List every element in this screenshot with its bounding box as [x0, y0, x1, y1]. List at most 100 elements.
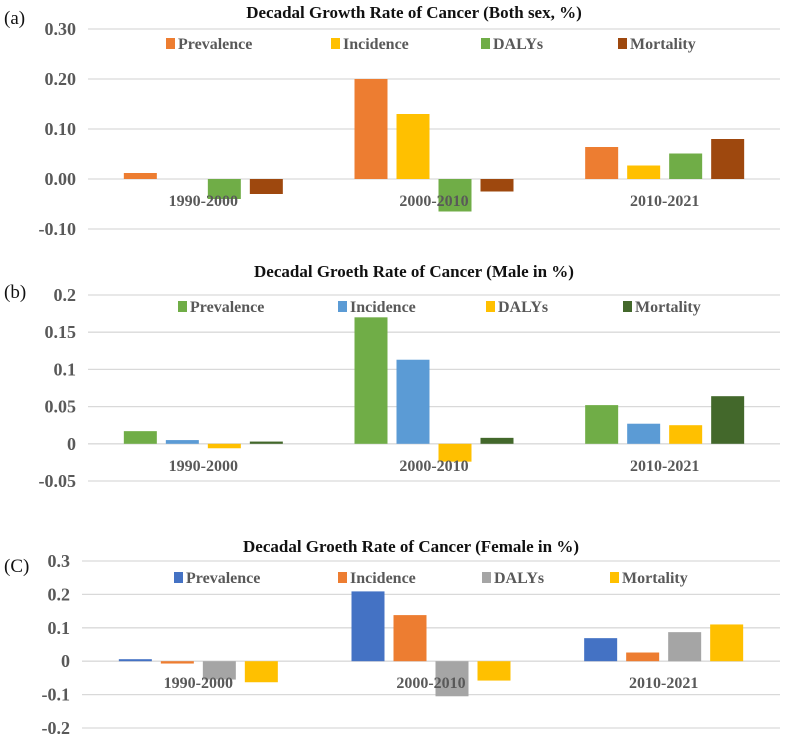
y-tick-label: -0.2	[42, 718, 71, 735]
legend-label: Mortality	[630, 36, 696, 53]
x-category-label: 1990-2000	[169, 193, 238, 210]
y-tick-label: 0.00	[45, 169, 77, 189]
x-category-label: 2000-2010	[399, 458, 468, 475]
y-tick-label: -0.05	[39, 471, 77, 491]
bar-dalys-1990-2000	[207, 179, 241, 199]
chart-panel-0: Decadal Growth Rate of Cancer (Both sex,…	[4, 3, 780, 239]
legend-swatch	[331, 38, 340, 49]
chart-title: Decadal Groeth Rate of Cancer (Female in…	[243, 537, 579, 556]
panel-label: (a)	[4, 8, 25, 29]
legend-swatch	[610, 572, 619, 583]
legend-item-incidence: Incidence	[338, 299, 416, 316]
y-tick-label: 0.3	[48, 551, 71, 571]
x-category-label: 2000-2010	[399, 193, 468, 210]
bar-prevalence-2000-2010	[351, 591, 385, 662]
legend-label: DALYs	[498, 299, 548, 316]
bar-dalys-2010-2021	[669, 153, 703, 179]
bar-mortality-2010-2021	[710, 624, 744, 662]
legend-item-mortality: Mortality	[610, 570, 688, 587]
chart-title: Decadal Groeth Rate of Cancer (Male in %…	[254, 262, 574, 281]
legend-label: Incidence	[343, 36, 409, 53]
legend-swatch	[166, 38, 175, 49]
bar-incidence-2010-2021	[627, 423, 661, 444]
chart-title: Decadal Growth Rate of Cancer (Both sex,…	[246, 3, 582, 22]
bar-prevalence-2010-2021	[585, 405, 619, 444]
legend-swatch	[486, 301, 495, 312]
panel-label: (C)	[4, 556, 29, 577]
x-category-label: 2010-2021	[629, 675, 698, 692]
bar-mortality-2010-2021	[711, 396, 745, 444]
bar-incidence-2000-2010	[393, 615, 427, 662]
legend-item-incidence: Incidence	[331, 36, 409, 53]
legend-label: Incidence	[350, 299, 416, 316]
legend-item-mortality: Mortality	[618, 36, 696, 53]
legend-swatch	[174, 572, 183, 583]
y-tick-label: 0.30	[45, 19, 77, 39]
bar-prevalence-1990-2000	[118, 659, 152, 662]
bar-dalys-2000-2010	[435, 661, 469, 697]
panel-label: (b)	[4, 282, 26, 303]
legend-swatch	[481, 38, 490, 49]
legend-swatch	[178, 301, 187, 312]
legend-swatch	[623, 301, 632, 312]
legend-swatch	[338, 572, 347, 583]
legend-label: DALYs	[493, 36, 543, 53]
legend-label: Mortality	[635, 299, 701, 316]
legend-item-mortality: Mortality	[623, 299, 701, 316]
bar-incidence-2010-2021	[626, 652, 660, 662]
x-category-label: 1990-2000	[169, 458, 238, 475]
y-tick-label: 0.20	[45, 69, 77, 89]
y-tick-label: 0.1	[48, 618, 71, 638]
legend-item-dalys: DALYs	[482, 570, 544, 587]
bar-mortality-2000-2010	[477, 661, 511, 681]
bar-dalys-2010-2021	[669, 425, 703, 444]
bar-incidence-1990-2000	[160, 661, 194, 664]
bar-mortality-1990-2000	[249, 179, 283, 194]
x-category-label: 2010-2021	[630, 193, 699, 210]
y-tick-label: 0	[67, 434, 76, 454]
legend-item-prevalence: Prevalence	[174, 570, 260, 587]
bar-prevalence-2010-2021	[585, 147, 619, 179]
bar-prevalence-2010-2021	[584, 638, 618, 662]
x-category-label: 2010-2021	[630, 458, 699, 475]
legend-label: Mortality	[622, 570, 688, 587]
legend-label: Incidence	[350, 570, 416, 587]
y-tick-label: 0.05	[45, 397, 77, 417]
y-tick-label: 0.1	[54, 359, 77, 379]
legend-swatch	[618, 38, 627, 49]
bar-mortality-1990-2000	[249, 441, 283, 444]
chart-panel-1: Decadal Groeth Rate of Cancer (Male in %…	[4, 262, 780, 491]
bar-prevalence-1990-2000	[123, 173, 157, 179]
bar-prevalence-2000-2010	[354, 79, 388, 179]
bar-incidence-2000-2010	[396, 359, 430, 444]
y-tick-label: 0.2	[54, 285, 77, 305]
legend-label: Prevalence	[190, 299, 264, 316]
chart-panel-2: Decadal Groeth Rate of Cancer (Female in…	[4, 537, 780, 735]
y-tick-label: 0.15	[45, 322, 77, 342]
bar-mortality-2000-2010	[480, 437, 514, 444]
bar-dalys-1990-2000	[207, 443, 241, 449]
x-category-label: 2000-2010	[396, 675, 465, 692]
legend-item-dalys: DALYs	[481, 36, 543, 53]
legend-label: DALYs	[494, 570, 544, 587]
bar-prevalence-2000-2010	[354, 317, 388, 444]
legend-swatch	[482, 572, 491, 583]
legend-label: Prevalence	[186, 570, 260, 587]
y-tick-label: 0.2	[48, 584, 71, 604]
bar-dalys-2010-2021	[668, 632, 702, 662]
bar-prevalence-1990-2000	[123, 431, 157, 444]
legend-item-prevalence: Prevalence	[166, 36, 252, 53]
y-tick-label: -0.1	[42, 685, 71, 705]
y-tick-label: -0.10	[39, 219, 77, 239]
bar-dalys-1990-2000	[202, 661, 236, 680]
bar-mortality-2010-2021	[711, 139, 745, 179]
bar-dalys-2000-2010	[438, 443, 472, 462]
y-tick-label: 0.10	[45, 119, 77, 139]
bar-dalys-2000-2010	[438, 179, 472, 212]
x-category-label: 1990-2000	[164, 675, 233, 692]
legend-item-prevalence: Prevalence	[178, 299, 264, 316]
legend-label: Prevalence	[178, 36, 252, 53]
bar-incidence-2010-2021	[627, 165, 661, 179]
bar-mortality-2000-2010	[480, 179, 514, 192]
